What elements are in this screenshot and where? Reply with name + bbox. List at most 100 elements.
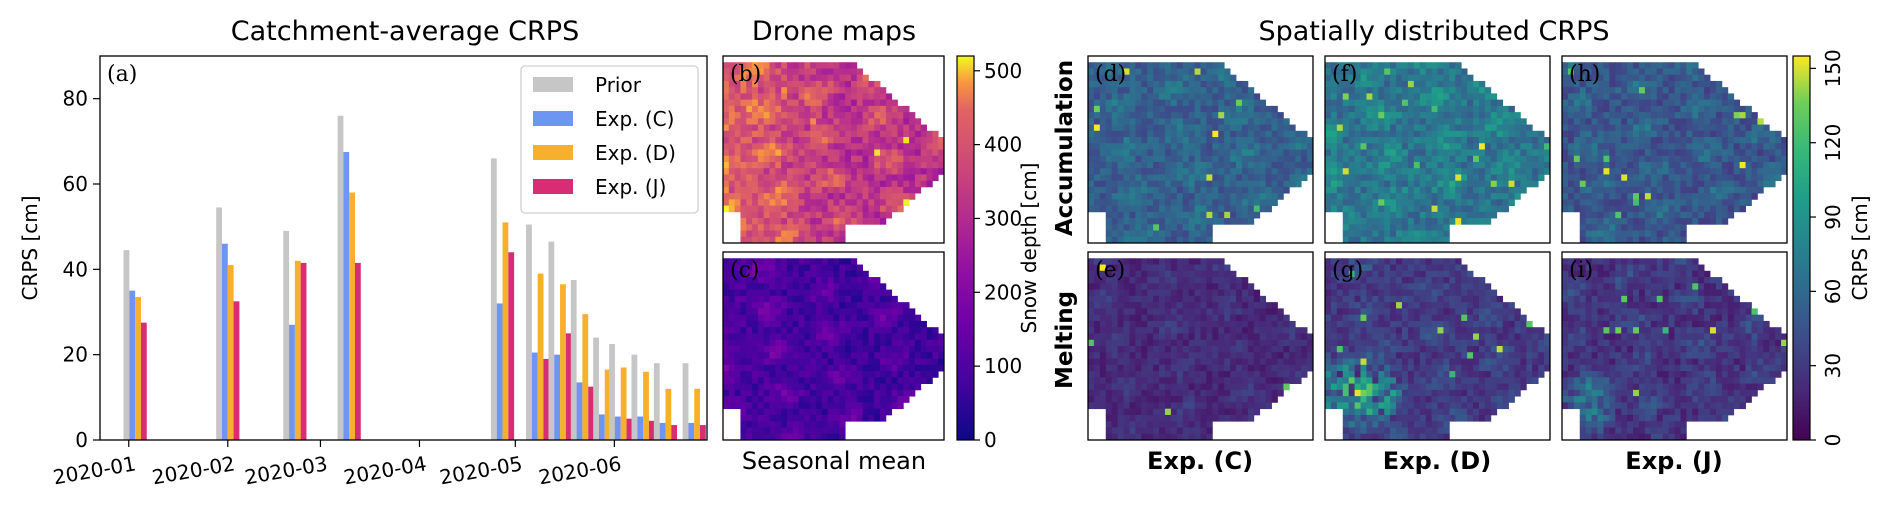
x-tick-label: 2020-01 <box>51 451 137 489</box>
panel-letter-e: (e) <box>1095 258 1125 283</box>
x-tick-label: 2020-02 <box>150 451 236 489</box>
bar-prior <box>123 250 130 440</box>
bar-prior <box>548 241 555 440</box>
bar-exp-d <box>537 273 544 440</box>
drone-map-grid: (b) (c) <box>722 55 945 441</box>
bar-exp-j <box>300 262 307 440</box>
bar-prior <box>490 158 497 440</box>
snow-depth-colorbar: 0 100 200 300 400 500 <box>956 55 1022 452</box>
chart-title-a: Catchment-average CRPS <box>231 16 579 47</box>
colorbar-tick-label: 200 <box>984 280 1022 304</box>
bar-prior <box>631 354 638 440</box>
legend-entry: Prior <box>595 73 642 97</box>
heatmap <box>1562 258 1788 441</box>
colorbar-tick-label: 90 <box>1821 204 1845 229</box>
legend-entry: Exp. (J) <box>595 175 666 199</box>
bar-exp-j <box>671 425 678 440</box>
legend-entry: Exp. (D) <box>595 141 676 165</box>
row-label-accumulation: Accumulation <box>1052 60 1078 236</box>
bar-exp-d <box>604 369 611 440</box>
bar-prior <box>609 344 615 440</box>
bar-exp-c <box>576 382 583 440</box>
colorbar-gradient <box>1792 55 1811 441</box>
column-label-exp-j: Exp. (J) <box>1625 447 1722 475</box>
y-tick-label: 0 <box>75 428 88 452</box>
heatmap <box>723 62 945 244</box>
bar-exp-c <box>129 290 136 440</box>
panel-letter-h: (h) <box>1569 62 1600 87</box>
colorbar-tick-label: 30 <box>1821 353 1845 378</box>
y-axis-label: CRPS [cm] <box>18 195 42 300</box>
bar-exp-j <box>588 386 595 440</box>
legend-frame <box>520 65 699 214</box>
panel-letter-f: (f) <box>1332 62 1357 87</box>
bar-exp-d <box>135 297 141 440</box>
bar-prior <box>526 224 532 440</box>
map-frame <box>1324 55 1551 244</box>
chart-title-spatial: Spatially distributed CRPS <box>1258 16 1609 47</box>
bar-exp-d <box>294 260 301 440</box>
bar-exp-j <box>648 420 655 440</box>
drone-maps-panel: Drone maps (b) (c) Seasonal mean 0 100 200 3… <box>722 16 1041 475</box>
heatmap <box>1325 258 1551 441</box>
bar-exp-j <box>626 418 633 440</box>
bar-exp-c <box>659 422 666 440</box>
panel-letter-g: (g) <box>1332 258 1363 283</box>
bar-exp-j <box>140 322 147 440</box>
x-tick-label: 2020-03 <box>243 451 329 489</box>
map-frame <box>1561 251 1788 441</box>
bar-exp-d <box>665 388 672 440</box>
bar-exp-c <box>221 243 228 440</box>
column-label-exp-c: Exp. (C) <box>1147 447 1253 475</box>
bar-exp-c <box>554 354 561 440</box>
y-tick-label: 40 <box>63 257 88 281</box>
colorbar-tick-label: 120 <box>1821 124 1845 162</box>
bar-prior <box>337 115 344 440</box>
heatmap <box>1088 62 1314 244</box>
bar-chart-frame <box>99 55 708 441</box>
bar-prior <box>682 363 689 440</box>
bar-exp-j <box>233 301 240 440</box>
colorbar-tick-label: 500 <box>984 59 1022 83</box>
panel-letter-c: (c) <box>730 258 760 283</box>
bar-exp-d <box>694 388 701 440</box>
spatial-crps-panel: Spatially distributed CRPS Accumulation … <box>1052 16 1872 475</box>
map-frame <box>1324 251 1551 441</box>
y-tick-label: 80 <box>63 87 88 111</box>
bar-exp-j <box>565 333 572 440</box>
colorbar-tick-label: 100 <box>984 354 1022 378</box>
chart-title-drone: Drone maps <box>752 16 916 47</box>
colorbar-gradient <box>956 55 975 441</box>
bar-prior <box>570 280 577 440</box>
bar-exp-c <box>688 422 695 440</box>
row-label-melting: Melting <box>1052 291 1078 389</box>
panel-letter-a: (a) <box>107 62 137 87</box>
map-frame <box>1561 55 1788 244</box>
bar-exp-c <box>637 416 644 440</box>
bar-exp-c <box>343 152 350 440</box>
colorbar-tick-label: 0 <box>984 428 997 452</box>
map-frame <box>722 55 945 244</box>
x-tick-label: 2020-05 <box>438 451 524 489</box>
bar-exp-j <box>700 425 706 440</box>
bar-exp-d <box>502 222 509 440</box>
bar-exp-d <box>227 265 234 440</box>
bar-prior <box>283 230 290 440</box>
crps-colorbar: 0 30 60 90 120 150 <box>1792 49 1845 447</box>
heatmap <box>723 258 945 441</box>
bar-exp-j <box>354 262 361 440</box>
bar-exp-c <box>496 303 503 440</box>
panel-letter-d: (d) <box>1095 62 1126 87</box>
bar-prior <box>593 337 599 440</box>
snow-depth-colorbar-label: Snow depth [cm] <box>1017 163 1041 334</box>
bar-exp-d <box>349 192 355 440</box>
seasonal-mean-label: Seasonal mean <box>742 447 926 475</box>
bar-exp-c <box>531 352 538 440</box>
heatmap <box>1325 62 1551 244</box>
crps-colorbar-label: CRPS [cm] <box>1848 195 1872 300</box>
bar-prior <box>216 207 222 440</box>
colorbar-tick-label: 0 <box>1821 434 1845 447</box>
bar-series <box>123 115 706 440</box>
y-tick-label: 60 <box>63 172 88 196</box>
